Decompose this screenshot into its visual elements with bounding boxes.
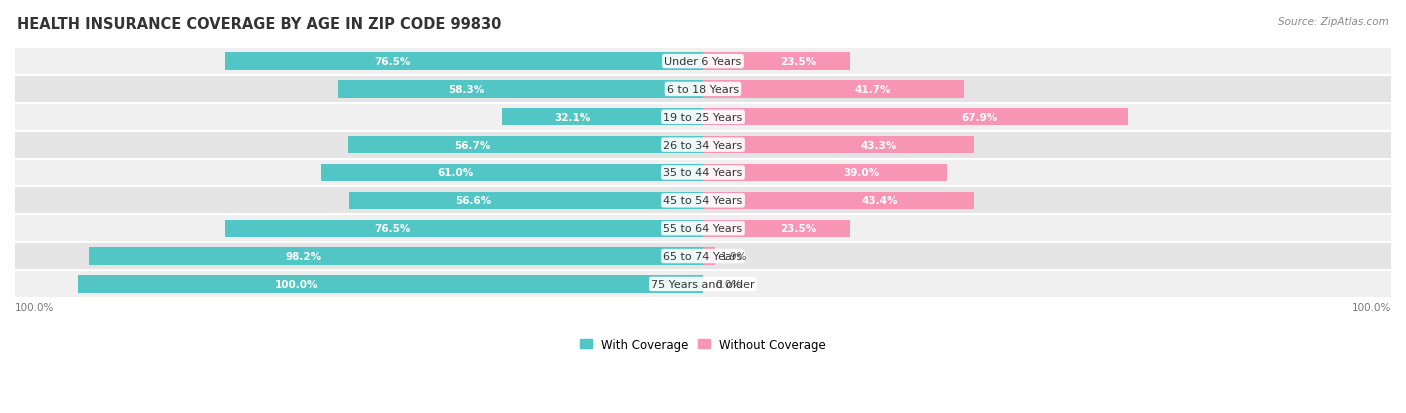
Text: 23.5%: 23.5% [780, 224, 817, 234]
Bar [703, 53, 851, 71]
Text: 56.7%: 56.7% [454, 140, 491, 150]
Bar [339, 81, 703, 98]
Bar [15, 104, 1391, 131]
Text: 100.0%: 100.0% [1351, 302, 1391, 312]
Text: 100.0%: 100.0% [15, 302, 55, 312]
Bar [15, 215, 1391, 242]
Text: 45 to 54 Years: 45 to 54 Years [664, 196, 742, 206]
Text: 6 to 18 Years: 6 to 18 Years [666, 85, 740, 95]
Text: 58.3%: 58.3% [449, 85, 484, 95]
Text: 19 to 25 Years: 19 to 25 Years [664, 112, 742, 123]
Bar [703, 109, 1128, 126]
Bar [15, 131, 1391, 159]
Bar [703, 248, 714, 265]
Text: 67.9%: 67.9% [960, 112, 997, 123]
Bar [15, 271, 1391, 298]
Legend: With Coverage, Without Coverage: With Coverage, Without Coverage [575, 333, 831, 356]
Text: 75 Years and older: 75 Years and older [651, 279, 755, 289]
Bar [703, 137, 974, 154]
Text: 76.5%: 76.5% [374, 224, 411, 234]
Bar [89, 248, 703, 265]
Text: 26 to 34 Years: 26 to 34 Years [664, 140, 742, 150]
Bar [225, 53, 703, 71]
Bar [77, 275, 703, 293]
Text: 35 to 44 Years: 35 to 44 Years [664, 168, 742, 178]
Bar [703, 192, 974, 209]
Text: 1.9%: 1.9% [721, 252, 748, 261]
Text: 55 to 64 Years: 55 to 64 Years [664, 224, 742, 234]
Text: 98.2%: 98.2% [285, 252, 322, 261]
Bar [15, 76, 1391, 104]
Text: 43.4%: 43.4% [862, 196, 897, 206]
Bar [15, 159, 1391, 187]
Text: 32.1%: 32.1% [554, 112, 591, 123]
Bar [349, 192, 703, 209]
Text: 65 to 74 Years: 65 to 74 Years [664, 252, 742, 261]
Text: 43.3%: 43.3% [860, 140, 897, 150]
Bar [703, 81, 965, 98]
Bar [703, 164, 946, 182]
Bar [703, 220, 851, 237]
Text: 39.0%: 39.0% [844, 168, 880, 178]
Text: Under 6 Years: Under 6 Years [665, 57, 741, 67]
Text: 23.5%: 23.5% [780, 57, 817, 67]
Bar [15, 187, 1391, 215]
Bar [15, 242, 1391, 271]
Bar [322, 164, 703, 182]
Text: Source: ZipAtlas.com: Source: ZipAtlas.com [1278, 17, 1389, 26]
Bar [349, 137, 703, 154]
Bar [502, 109, 703, 126]
Text: 0.0%: 0.0% [716, 279, 742, 289]
Text: 100.0%: 100.0% [274, 279, 318, 289]
Bar [225, 220, 703, 237]
Text: 61.0%: 61.0% [437, 168, 474, 178]
Text: HEALTH INSURANCE COVERAGE BY AGE IN ZIP CODE 99830: HEALTH INSURANCE COVERAGE BY AGE IN ZIP … [17, 17, 502, 31]
Text: 41.7%: 41.7% [855, 85, 891, 95]
Text: 76.5%: 76.5% [374, 57, 411, 67]
Bar [15, 48, 1391, 76]
Text: 56.6%: 56.6% [454, 196, 491, 206]
